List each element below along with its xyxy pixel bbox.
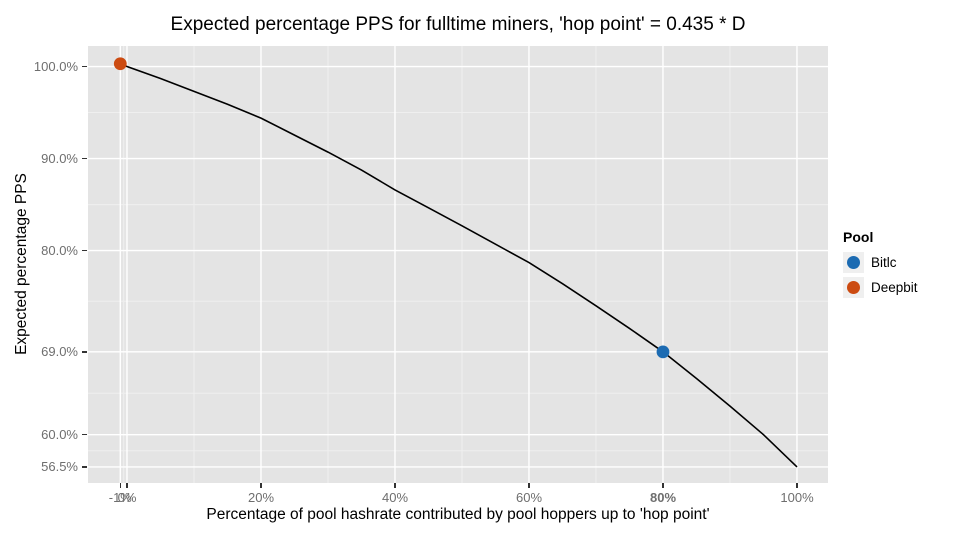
legend-dot-icon — [847, 281, 860, 294]
y-tick-mark — [82, 249, 87, 252]
x-tick-mark — [126, 483, 128, 488]
x-tick-mark — [260, 483, 262, 488]
legend: Pool Bitlc Deepbit — [843, 229, 918, 302]
x-tick-mark — [662, 483, 664, 488]
legend-title: Pool — [843, 229, 874, 245]
x-tick-mark — [119, 483, 121, 488]
x-axis-title: Percentage of pool hashrate contributed … — [206, 506, 710, 523]
data-point-bitlc — [656, 345, 670, 359]
y-tick-label: 100.0% — [33, 59, 78, 74]
legend-key — [843, 277, 864, 298]
x-tick-label: 80% — [649, 490, 677, 505]
y-tick-mark — [82, 466, 87, 468]
x-tick-mark — [394, 483, 396, 488]
chart-title: Expected percentage PPS for fulltime min… — [170, 14, 746, 35]
y-tick-label: 56.5% — [41, 459, 78, 475]
y-tick-mark — [82, 157, 87, 160]
x-tick-label: 20% — [247, 490, 275, 505]
x-tick-label: 40% — [381, 490, 409, 505]
x-tick-label: 60% — [515, 490, 543, 505]
y-tick-label: 60.0% — [41, 427, 78, 443]
y-tick-mark — [82, 351, 87, 353]
x-tick-label: -1% — [108, 490, 132, 505]
x-tick-mark — [528, 483, 530, 488]
x-tick-label: 0% — [117, 490, 137, 505]
pps-curve — [120, 63, 798, 468]
plot-panel — [88, 46, 828, 483]
x-tick-mark — [796, 483, 798, 488]
y-tick-mark — [82, 433, 87, 436]
legend-label: Bitlc — [871, 255, 897, 270]
y-axis-title: Expected percentage PPS — [13, 172, 30, 355]
legend-item-bitlc: Bitlc — [843, 252, 918, 273]
plot-svg — [88, 46, 828, 483]
legend-key — [843, 252, 864, 273]
y-tick-mark — [82, 65, 87, 68]
legend-dot-icon — [847, 256, 860, 269]
legend-item-deepbit: Deepbit — [843, 277, 918, 298]
x-tick-label: 100% — [780, 490, 814, 505]
legend-items: Bitlc Deepbit — [843, 252, 918, 302]
data-point-deepbit — [113, 57, 127, 71]
legend-label: Deepbit — [871, 280, 918, 295]
